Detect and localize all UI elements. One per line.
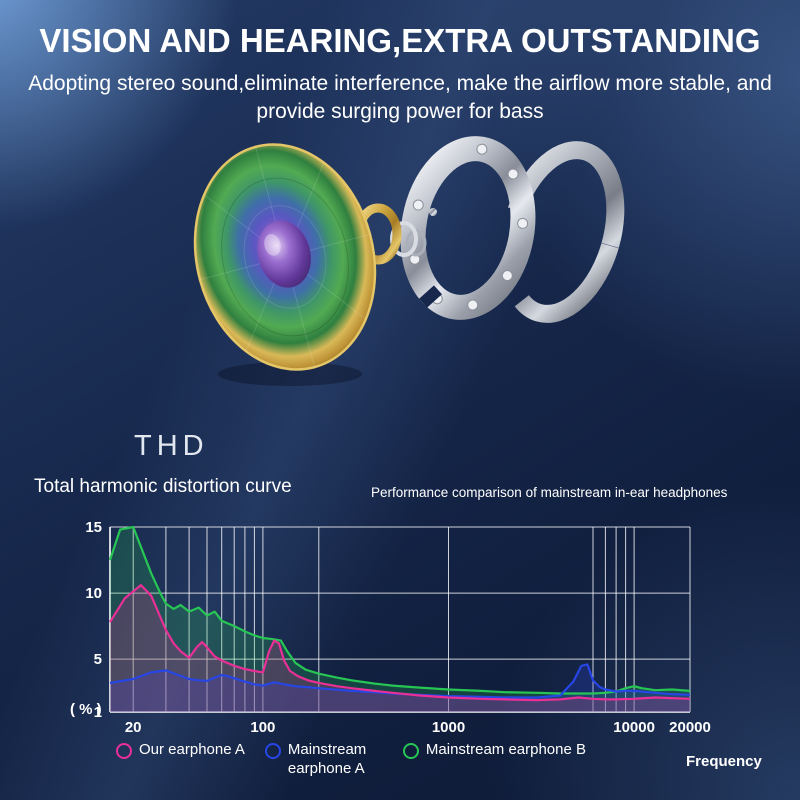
screw [429, 208, 437, 216]
faceplate-ring [400, 136, 536, 320]
legend-item-our-earphone-a: Our earphone A [116, 741, 245, 779]
y-tick-label: 10 [85, 585, 102, 602]
page-title: VISION AND HEARING,EXTRA OUTSTANDING [39, 22, 761, 59]
chart-title: Total harmonic distortion curve [34, 476, 292, 497]
washer-rings [390, 221, 427, 257]
mainstream-earphone-b-line [108, 525, 691, 695]
x-tick-label: 100 [250, 719, 275, 736]
legend-marker-green [402, 743, 419, 759]
chart-legend: Our earphone A Mainstream earphone A Mai… [116, 741, 586, 779]
y-tick-label: 5 [94, 651, 102, 668]
speaker-driver-exploded-view [193, 136, 625, 386]
subtitle-line-1: Adopting stereo sound,eliminate interfer… [28, 72, 772, 95]
legend-marker-blue [264, 743, 281, 759]
mainstream-earphone-a-area [110, 664, 690, 712]
our-earphone-a-line [109, 584, 691, 702]
diaphragm-shadow [218, 362, 362, 386]
x-tick-label: 1000 [432, 719, 465, 736]
legend-marker-magenta [116, 743, 132, 759]
faceplate-screw-holes [409, 143, 529, 311]
legend-label: Our earphone A [139, 741, 245, 758]
legend-item-mainstream-earphone-a: Mainstream earphone A [264, 741, 383, 779]
diaphragm [193, 143, 377, 371]
mainstream-earphone-a-line [109, 663, 691, 699]
faceplate-notch [419, 285, 442, 308]
our-earphone-a-area [110, 585, 690, 712]
mainstream-earphone-b-area [110, 527, 690, 712]
x-tick-label: 20 [125, 719, 142, 736]
diaphragm-dome [257, 220, 311, 288]
subtitle: Adopting stereo sound,eliminate interfer… [0, 70, 800, 127]
legend-label: Mainstream earphone B [425, 741, 587, 758]
dome-highlight [264, 234, 281, 256]
x-tick-label: 10000 [613, 719, 655, 736]
legend-item-mainstream-earphone-b: Mainstream earphone B [402, 741, 587, 779]
y-tick-label: 15 [85, 519, 102, 536]
x-tick-label: 20000 [669, 719, 711, 736]
comparison-caption: Performance comparison of mainstream in-… [371, 485, 728, 500]
subtitle-line-2: provide surging power for bass [256, 100, 544, 124]
y-axis-unit-label: ( % ) [70, 701, 102, 718]
legend-label: Mainstream earphone A [287, 741, 367, 777]
x-axis-label: Frequency [686, 753, 762, 770]
thd-heading: THD [134, 430, 209, 462]
